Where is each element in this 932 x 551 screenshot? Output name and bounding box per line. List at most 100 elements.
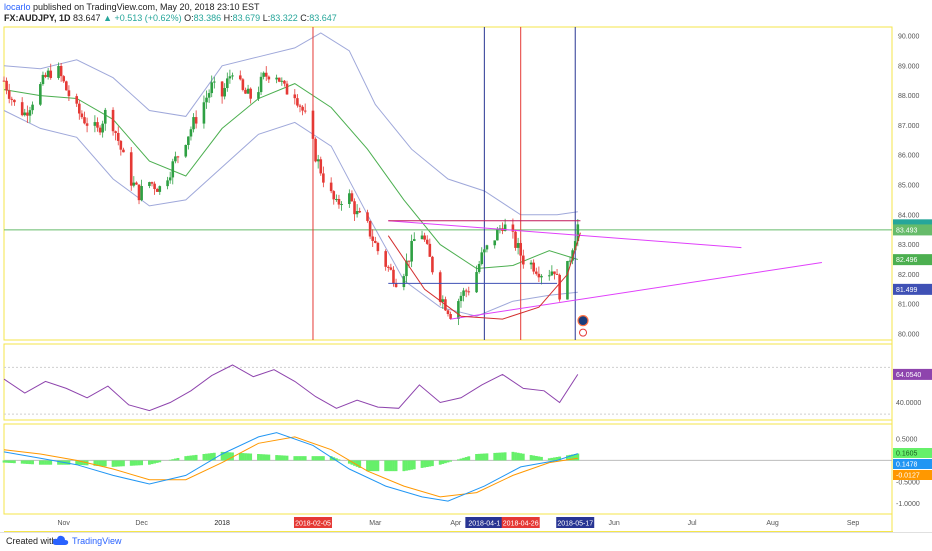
candle-body [77,103,81,114]
candle-body [329,182,333,192]
candle-body [257,92,260,99]
macd-histogram-bar [257,454,260,461]
macd-histogram-bar [225,452,229,461]
macd-histogram-bar [264,454,268,461]
candle-body [277,77,281,82]
candle-body [65,81,68,91]
macd-value-box [893,459,932,469]
macd-histogram-bar [10,460,14,464]
macd-histogram-bar [571,454,575,461]
macd-histogram-bar [392,460,395,472]
macd-histogram-bar [480,453,484,461]
macd-histogram-bar [241,453,245,461]
price-tick-label: 85.000 [898,182,920,189]
candle-body [13,99,16,103]
macd-histogram-bar [503,452,507,461]
macd-histogram-bar [249,453,253,461]
macd-histogram-bar [46,460,50,465]
macd-histogram-bar [371,460,375,472]
bollinger-upper-line [3,32,578,216]
macd-histogram-bar [83,460,86,466]
candle-body [555,273,559,275]
candle-body [438,272,442,302]
macd-histogram-bar [277,455,281,461]
candle-body [407,260,411,262]
candle-body [168,177,172,181]
macd-histogram-bar [259,454,263,461]
macd-histogram-bar [96,460,99,466]
candle-body [241,79,245,90]
candle-body [335,198,338,200]
close-value: 83.647 [309,13,337,23]
macd-histogram-bar [5,460,8,463]
macd-histogram-bar [456,459,460,461]
candle-body [311,110,315,139]
macd-histogram-bar [148,460,151,465]
time-tick-label: Nov [57,520,70,527]
candle-body [262,72,265,77]
macd-histogram-bar [475,454,478,461]
candle-body [83,117,86,124]
author-link[interactable]: locarlo [4,2,31,12]
macd-histogram-bar [41,460,45,465]
macd-histogram-bar [44,460,47,465]
candle-body [244,89,247,94]
macd-histogram-bar [171,459,175,461]
candle-body [67,90,71,97]
price-tick-label: 90.000 [898,33,920,40]
symbol-label[interactable]: FX:AUDJPY, 1D [4,13,71,23]
candle-body [140,186,143,201]
macd-line [3,432,578,502]
macd-histogram-bar [223,452,227,461]
candle-body [493,240,497,246]
macd-histogram-bar [337,459,341,461]
macd-histogram-bar [347,460,351,464]
macd-histogram-bar [285,455,289,461]
candle-body [114,131,117,133]
candle-body [537,273,541,278]
macd-histogram-bar [446,460,450,463]
low-key: L: [262,13,271,23]
macd-histogram-bar [184,456,188,461]
candle-body [285,83,289,95]
macd-histogram-bar [114,460,118,467]
candle-body [353,201,356,215]
macd-histogram-bar [532,455,536,461]
candle-body [412,239,416,241]
macd-histogram-bar [67,460,71,465]
high-key: H: [223,13,233,23]
last-price: 83.647 [73,13,101,23]
candle-body [10,98,14,100]
candle-body [176,156,180,158]
macd-histogram-bar [280,455,284,461]
candle-body [158,186,162,192]
candle-body [98,127,102,133]
price-axis-label-box [893,224,932,236]
macd-histogram-bar [122,460,125,467]
tradingview-brand[interactable]: TradingView [72,536,122,546]
macd-histogram-bar [550,457,554,461]
macd-histogram-bar [566,455,569,461]
macd-histogram-bar [59,460,63,465]
macd-histogram-bar [293,456,297,461]
macd-histogram-bar [12,460,16,464]
bollinger-lower-line [3,110,578,317]
candle-body [368,220,372,237]
candle-body [62,76,66,82]
candle-body [171,161,175,178]
candle-body [405,260,408,277]
macd-histogram-bar [350,460,354,465]
candle-body [116,132,120,141]
macd-histogram-bar [75,460,79,465]
macd-histogram-bar [498,452,502,461]
candle-body [521,255,525,265]
macd-histogram-bar [228,452,232,461]
candle-body [386,266,390,268]
macd-histogram-bar [267,454,271,461]
date-marker-box [556,517,595,528]
macd-histogram-bar [389,460,393,472]
trend-line [388,220,742,249]
candle-body [205,97,208,103]
bollinger-basis-line [3,83,578,270]
macd-histogram-bar [77,460,81,465]
